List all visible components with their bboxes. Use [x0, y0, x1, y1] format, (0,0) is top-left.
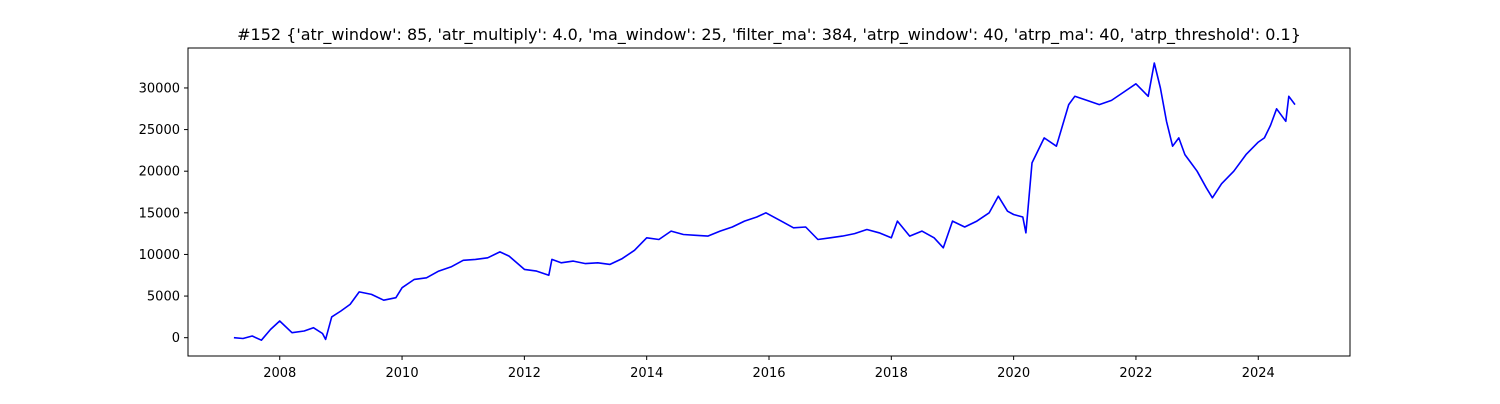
- x-tick-label: 2018: [875, 366, 908, 381]
- plot-area: [233, 62, 1296, 342]
- x-tick-label: 2010: [386, 366, 419, 381]
- x-tick-label: 2016: [752, 366, 785, 381]
- series-line-0: [233, 62, 1296, 342]
- x-tick-label: 2024: [1242, 366, 1275, 381]
- y-tick-label: 25000: [139, 123, 180, 138]
- y-tick-label: 10000: [139, 248, 180, 263]
- x-tick-label: 2012: [508, 366, 541, 381]
- plot-frame: [187, 47, 1351, 357]
- x-tick-label: 2014: [630, 366, 663, 381]
- y-tick-label: 20000: [139, 165, 180, 180]
- y-tick-label: 5000: [147, 290, 180, 305]
- y-tick-label: 0: [172, 331, 180, 346]
- y-tick-label: 15000: [139, 206, 180, 221]
- x-tick-label: 2020: [997, 366, 1030, 381]
- chart-title: #152 {'atr_window': 85, 'atr_multiply': …: [237, 25, 1301, 45]
- x-tick-label: 2022: [1119, 366, 1152, 381]
- axes: 2008 2010 2012 2014 2016 2018 2020 2022 2024 0 500…: [139, 47, 1351, 381]
- y-tick-label: 30000: [139, 81, 180, 96]
- x-tick-label: 2008: [263, 366, 296, 381]
